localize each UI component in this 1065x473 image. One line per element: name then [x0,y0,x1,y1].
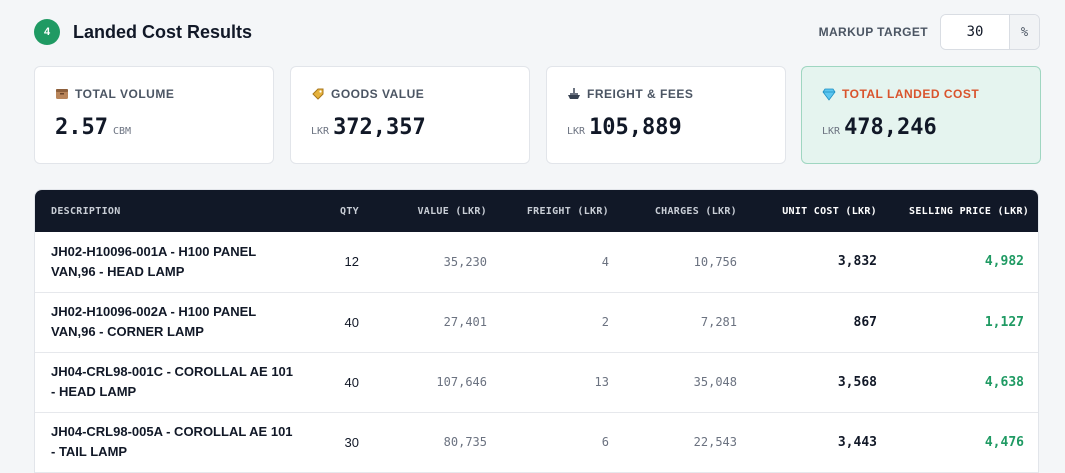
card-label: GOODS VALUE [331,87,425,101]
cell-unit-cost: 3,443 [837,434,877,450]
card-value: 2.57 [55,115,108,140]
column-header-freight: FREIGHT (LKR) [526,205,609,217]
table-header-row: DESCRIPTION QTY VALUE (LKR) FREIGHT (LKR… [35,190,1038,232]
cell-freight: 6 [601,435,609,449]
cell-selling-price: 4,476 [984,434,1024,450]
currency-prefix: LKR [567,126,586,137]
markup-target-control: MARKUP TARGET % [819,14,1040,50]
currency-prefix: LKR [822,126,841,137]
step-badge: 4 [34,19,60,45]
column-header-unit-cost: UNIT COST (LKR) [782,205,877,217]
cell-qty: 40 [344,314,359,330]
cell-charges: 7,281 [700,315,737,329]
table-row: JH04-CRL98-001C - COROLLAL AE 101 - HEAD… [35,352,1038,412]
cell-charges: 10,756 [693,254,737,269]
cell-description: JH04-CRL98-001C - COROLLAL AE 101 - HEAD… [51,364,294,399]
column-header-selling-price: SELLING PRICE (LKR) [909,205,1030,217]
cell-qty: 12 [344,254,359,270]
cell-description: JH02-H10096-001A - H100 PANEL VAN,96 - H… [51,243,257,279]
card-label: TOTAL LANDED COST [842,87,980,101]
results-header: 4 Landed Cost Results MARKUP TARGET % [34,14,1040,50]
card-label: FREIGHT & FEES [587,87,694,101]
card-value: 105,889 [589,115,682,140]
gem-icon [822,88,836,101]
ship-icon [568,88,580,99]
cell-unit-cost: 867 [853,314,877,330]
cell-unit-cost: 3,832 [837,254,877,270]
card-goods-value: GOODS VALUE LKR 372,357 [290,66,530,164]
cell-selling-price: 4,638 [984,374,1024,390]
table-row: JH04-CRL98-005A - COROLLAL AE 101 - TAIL… [35,412,1038,472]
box-icon [56,89,68,99]
cell-unit-cost: 3,568 [837,374,877,390]
cell-freight: 13 [594,375,609,389]
cell-value: 107,646 [436,375,487,389]
cell-freight: 4 [601,254,609,269]
card-freight-fees: FREIGHT & FEES LKR 105,889 [546,66,786,164]
section-title: Landed Cost Results [73,21,253,42]
table-row: JH02-H10096-002A - H100 PANEL VAN,96 - C… [35,292,1038,352]
table-row: JH02-H10096-001A - H100 PANEL VAN,96 - H… [35,232,1038,292]
column-header-description: DESCRIPTION [51,205,121,217]
results-table: DESCRIPTION QTY VALUE (LKR) FREIGHT (LKR… [34,189,1039,473]
card-unit: CBM [112,126,132,137]
cell-value: 27,401 [443,315,487,329]
percent-suffix: % [1009,15,1039,49]
column-header-charges: CHARGES (LKR) [654,205,737,217]
markup-target-input[interactable] [941,15,1009,49]
cell-charges: 35,048 [693,375,737,389]
card-total-volume: TOTAL VOLUME 2.57 CBM [34,66,274,164]
cell-description: JH02-H10096-002A - H100 PANEL VAN,96 - C… [51,304,257,339]
cell-value: 80,735 [443,435,487,449]
card-value: 478,246 [844,115,937,140]
cell-value: 35,230 [443,254,487,269]
cell-description: JH04-CRL98-005A - COROLLAL AE 101 - TAIL… [51,424,293,459]
card-value: 372,357 [333,115,426,140]
cell-qty: 30 [344,434,359,450]
cell-selling-price: 1,127 [984,314,1024,330]
column-header-qty: QTY [340,205,359,217]
column-header-value: VALUE (LKR) [417,205,487,217]
cell-charges: 22,543 [693,435,737,449]
cell-qty: 40 [344,374,359,390]
currency-prefix: LKR [311,126,330,137]
card-total-landed-cost: TOTAL LANDED COST LKR 478,246 [801,66,1041,164]
markup-target-label: MARKUP TARGET [818,25,928,39]
cell-freight: 2 [601,315,609,329]
markup-target-field: % [940,14,1040,50]
card-label: TOTAL VOLUME [75,87,175,101]
price-tag-icon [312,88,324,100]
cell-selling-price: 4,982 [984,254,1024,270]
